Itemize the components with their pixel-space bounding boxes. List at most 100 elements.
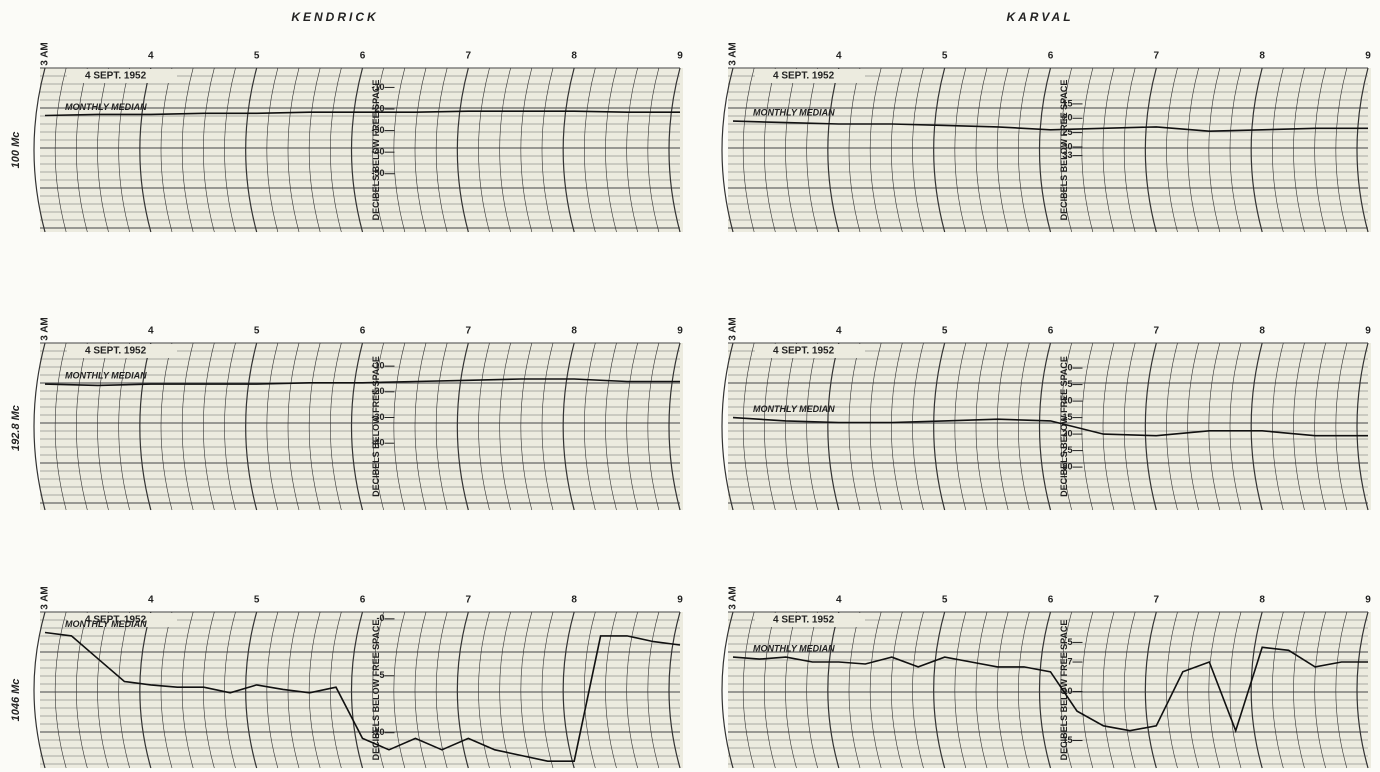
time-arc: [308, 611, 321, 769]
time-arc: [181, 342, 194, 511]
hour-label: 4: [148, 326, 154, 337]
time-arc: [499, 67, 511, 233]
time-arc: [584, 342, 596, 511]
time-arc: [806, 342, 818, 511]
scale-label: 30: [1062, 141, 1072, 151]
time-arc: [647, 611, 660, 769]
time-arc: [1208, 342, 1221, 511]
time-arc: [478, 611, 490, 769]
time-arc: [668, 611, 681, 769]
signal-trace: [44, 631, 681, 762]
chart-paper: [40, 68, 683, 232]
time-arc: [742, 67, 755, 233]
scale-label: -40: [371, 147, 384, 157]
time-arc: [499, 611, 511, 769]
hour-label: 9: [677, 595, 683, 606]
hour-label: 5: [254, 595, 260, 606]
time-arc: [1335, 67, 1348, 233]
time-arc: [76, 67, 88, 233]
time-arc: [1356, 342, 1369, 511]
time-arc: [54, 611, 67, 769]
time-arc: [1102, 67, 1115, 233]
date-label: 4 SEPT. 1952: [85, 71, 147, 82]
time-arc: [605, 67, 617, 233]
time-arc: [520, 611, 533, 769]
time-arc: [1123, 611, 1136, 769]
median-label: MONTHLY MEDIAN: [65, 370, 147, 380]
time-arc: [414, 67, 427, 233]
time-arc: [626, 611, 638, 769]
time-arc: [393, 611, 406, 769]
time-arc: [181, 67, 194, 233]
time-arc: [435, 67, 448, 233]
hour-label: 9: [1365, 51, 1371, 62]
time-arc: [350, 611, 364, 769]
time-arc: [33, 67, 46, 233]
hour-label: 7: [1154, 326, 1160, 337]
hour-label: 6: [1048, 595, 1054, 606]
chart-paper: [40, 343, 683, 510]
date-box: [755, 613, 865, 627]
time-arc: [647, 342, 660, 511]
time-arc: [1018, 67, 1030, 233]
time-arc: [287, 342, 300, 511]
time-arc: [308, 67, 321, 233]
hour-label: 6: [1048, 326, 1054, 337]
time-arc: [584, 611, 596, 769]
time-arc: [827, 342, 840, 511]
hour-label: 7: [466, 326, 472, 337]
axis-label: DECIBELS BELOW FREE SPACE: [371, 620, 381, 761]
scale-label: 20: [1062, 428, 1072, 438]
time-arc: [1293, 342, 1305, 511]
hour-label: 8: [1259, 51, 1265, 62]
hour-label: 4: [836, 326, 842, 337]
median-label: MONTHLY MEDIAN: [753, 644, 835, 654]
time-arc: [1335, 611, 1348, 769]
time-arc: [806, 611, 818, 769]
time-arc: [1314, 67, 1326, 233]
time-arc: [996, 67, 1009, 233]
time-arc: [224, 611, 236, 769]
hour-label: 7: [1154, 595, 1160, 606]
column-title: KARVAL: [1006, 10, 1073, 24]
time-arc: [181, 611, 194, 769]
time-arc: [1229, 67, 1242, 233]
scale-label: -50: [371, 168, 384, 178]
time-arc: [996, 342, 1009, 511]
chart-paper: [40, 612, 683, 768]
time-arc: [721, 611, 734, 769]
hour-label: 3 AM: [40, 42, 51, 66]
time-arc: [562, 611, 575, 769]
signal-trace: [44, 110, 680, 117]
time-arc: [1250, 342, 1263, 511]
time-arc: [1018, 611, 1030, 769]
time-arc: [975, 342, 988, 511]
hour-label: 6: [360, 51, 366, 62]
recorder-panel: 3 AM 4 5 6 7 8 9 4 SEPT. 1952 DECIBELS BELOW FRE…: [721, 586, 1371, 769]
time-arc: [330, 67, 342, 233]
time-arc: [1356, 611, 1369, 769]
time-arc: [1229, 342, 1242, 511]
row-label: 192.8 Mc: [10, 405, 22, 451]
axis-label: DECIBELS BELOW FREE SPACE: [371, 80, 381, 221]
date-label: 4 SEPT. 1952: [85, 346, 147, 357]
hour-label: 4: [148, 595, 154, 606]
chart-paper: [728, 68, 1371, 232]
time-arc: [742, 611, 755, 769]
time-arc: [456, 67, 469, 233]
date-label: 4 SEPT. 1952: [85, 615, 147, 626]
time-arc: [785, 67, 797, 233]
time-arc: [912, 611, 924, 769]
date-box: [67, 613, 177, 627]
axis-label: DECIBELS BELOW FREE SPACE: [1059, 620, 1069, 761]
time-arc: [478, 342, 490, 511]
time-arc: [1060, 67, 1072, 233]
time-arc: [456, 342, 469, 511]
time-arc: [139, 67, 152, 233]
time-arc: [245, 67, 258, 233]
time-arc: [912, 342, 924, 511]
scale-label: -40: [371, 438, 384, 448]
hour-label: 5: [942, 51, 948, 62]
recorder-panel: 3 AM 4 5 6 7 8 9 4 SEPT. 1952 DECIBELS BELOW FRE…: [33, 42, 683, 233]
time-arc: [1187, 611, 1199, 769]
